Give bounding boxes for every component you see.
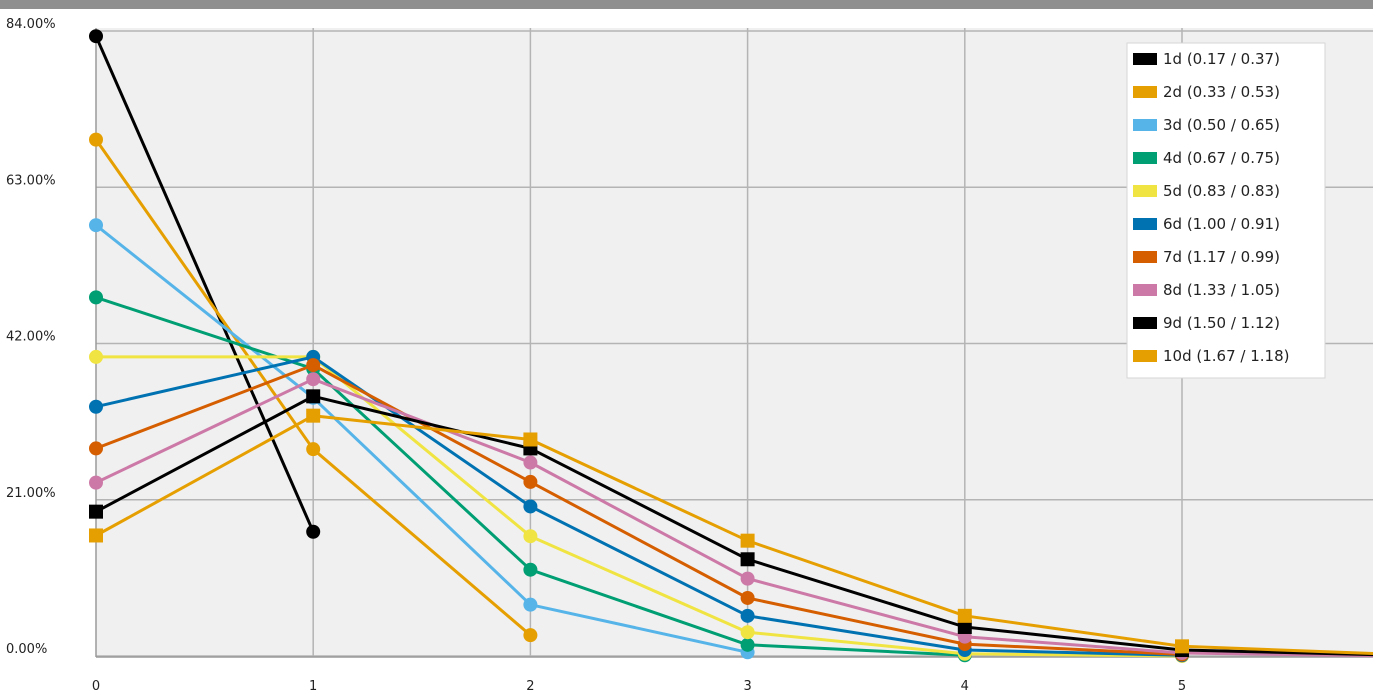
legend-swatch — [1133, 284, 1157, 296]
data-point — [523, 562, 538, 577]
data-point — [740, 552, 755, 567]
legend-label: 10d (1.67 / 1.18) — [1163, 347, 1289, 365]
data-point — [89, 218, 103, 233]
data-point — [306, 389, 321, 404]
y-tick-label: 84.00% — [6, 17, 56, 32]
series-line — [95, 355, 1183, 657]
series-2 — [89, 132, 538, 643]
data-point — [306, 442, 321, 457]
x-tick-label: 5 — [1178, 679, 1186, 694]
data-point — [523, 628, 538, 643]
data-point — [306, 524, 321, 539]
legend-label: 3d (0.50 / 0.65) — [1163, 116, 1280, 134]
data-point — [957, 608, 972, 623]
y-tick-label: 42.00% — [6, 330, 56, 345]
data-point — [89, 290, 103, 305]
series-line — [95, 224, 748, 654]
data-point — [306, 372, 321, 387]
legend-swatch — [1133, 218, 1157, 230]
legend-label: 9d (1.50 / 1.12) — [1163, 314, 1280, 332]
data-point — [523, 499, 538, 514]
legend-swatch — [1133, 119, 1157, 131]
data-point — [306, 358, 321, 373]
data-point — [740, 533, 755, 548]
data-point — [740, 571, 755, 586]
data-point — [523, 432, 538, 447]
series-1 — [89, 29, 321, 539]
legend-label: 2d (0.33 / 0.53) — [1163, 83, 1280, 101]
series-line — [95, 363, 1183, 656]
y-tick-label: 63.00% — [6, 173, 56, 188]
x-tick-label: 4 — [961, 679, 969, 694]
data-point — [523, 529, 538, 544]
data-point — [523, 597, 538, 612]
y-tick-label: 21.00% — [6, 486, 56, 501]
top-bar — [0, 0, 1373, 9]
data-point — [740, 625, 755, 640]
series-line — [94, 35, 315, 533]
legend-swatch — [1133, 185, 1157, 197]
x-tick-label: 3 — [743, 679, 751, 694]
data-point — [306, 408, 321, 423]
legend-label: 4d (0.67 / 0.75) — [1163, 149, 1280, 167]
x-tick-label: 1 — [309, 679, 317, 694]
x-tick-label: 2 — [526, 679, 534, 694]
legend-label: 6d (1.00 / 0.91) — [1163, 215, 1280, 233]
legend-label: 5d (0.83 / 0.83) — [1163, 182, 1280, 200]
data-point — [523, 474, 538, 489]
data-point — [89, 504, 103, 519]
legend-box — [1126, 42, 1326, 379]
legend: 1d (0.17 / 0.37) 2d (0.33 / 0.53) 3d (0.50… — [1126, 42, 1326, 379]
legend-swatch — [1133, 350, 1157, 362]
data-point — [740, 637, 755, 652]
data-point — [1175, 639, 1189, 654]
y-tick-label: 0.00% — [6, 642, 47, 657]
data-point — [89, 475, 103, 490]
data-point — [89, 399, 103, 414]
legend-swatch — [1133, 53, 1157, 65]
x-tick-label: 0 — [92, 679, 100, 694]
legend-swatch — [1133, 251, 1157, 263]
data-point — [89, 349, 103, 364]
series — [89, 29, 1373, 663]
data-point — [957, 619, 972, 634]
data-point — [740, 590, 755, 605]
data-point — [740, 608, 755, 623]
legend-label: 8d (1.33 / 1.05) — [1163, 281, 1280, 299]
legend-label: 7d (1.17 / 0.99) — [1163, 248, 1280, 266]
data-point — [89, 29, 103, 44]
series-10 — [89, 408, 1373, 656]
data-point — [523, 455, 538, 470]
legend-swatch — [1133, 86, 1157, 98]
data-point — [89, 132, 103, 147]
series-line — [96, 355, 1183, 658]
data-point — [89, 441, 103, 456]
data-point — [89, 528, 103, 543]
legend-swatch — [1133, 317, 1157, 329]
legend-swatch — [1133, 152, 1157, 164]
legend-label: 1d (0.17 / 0.37) — [1163, 50, 1280, 68]
